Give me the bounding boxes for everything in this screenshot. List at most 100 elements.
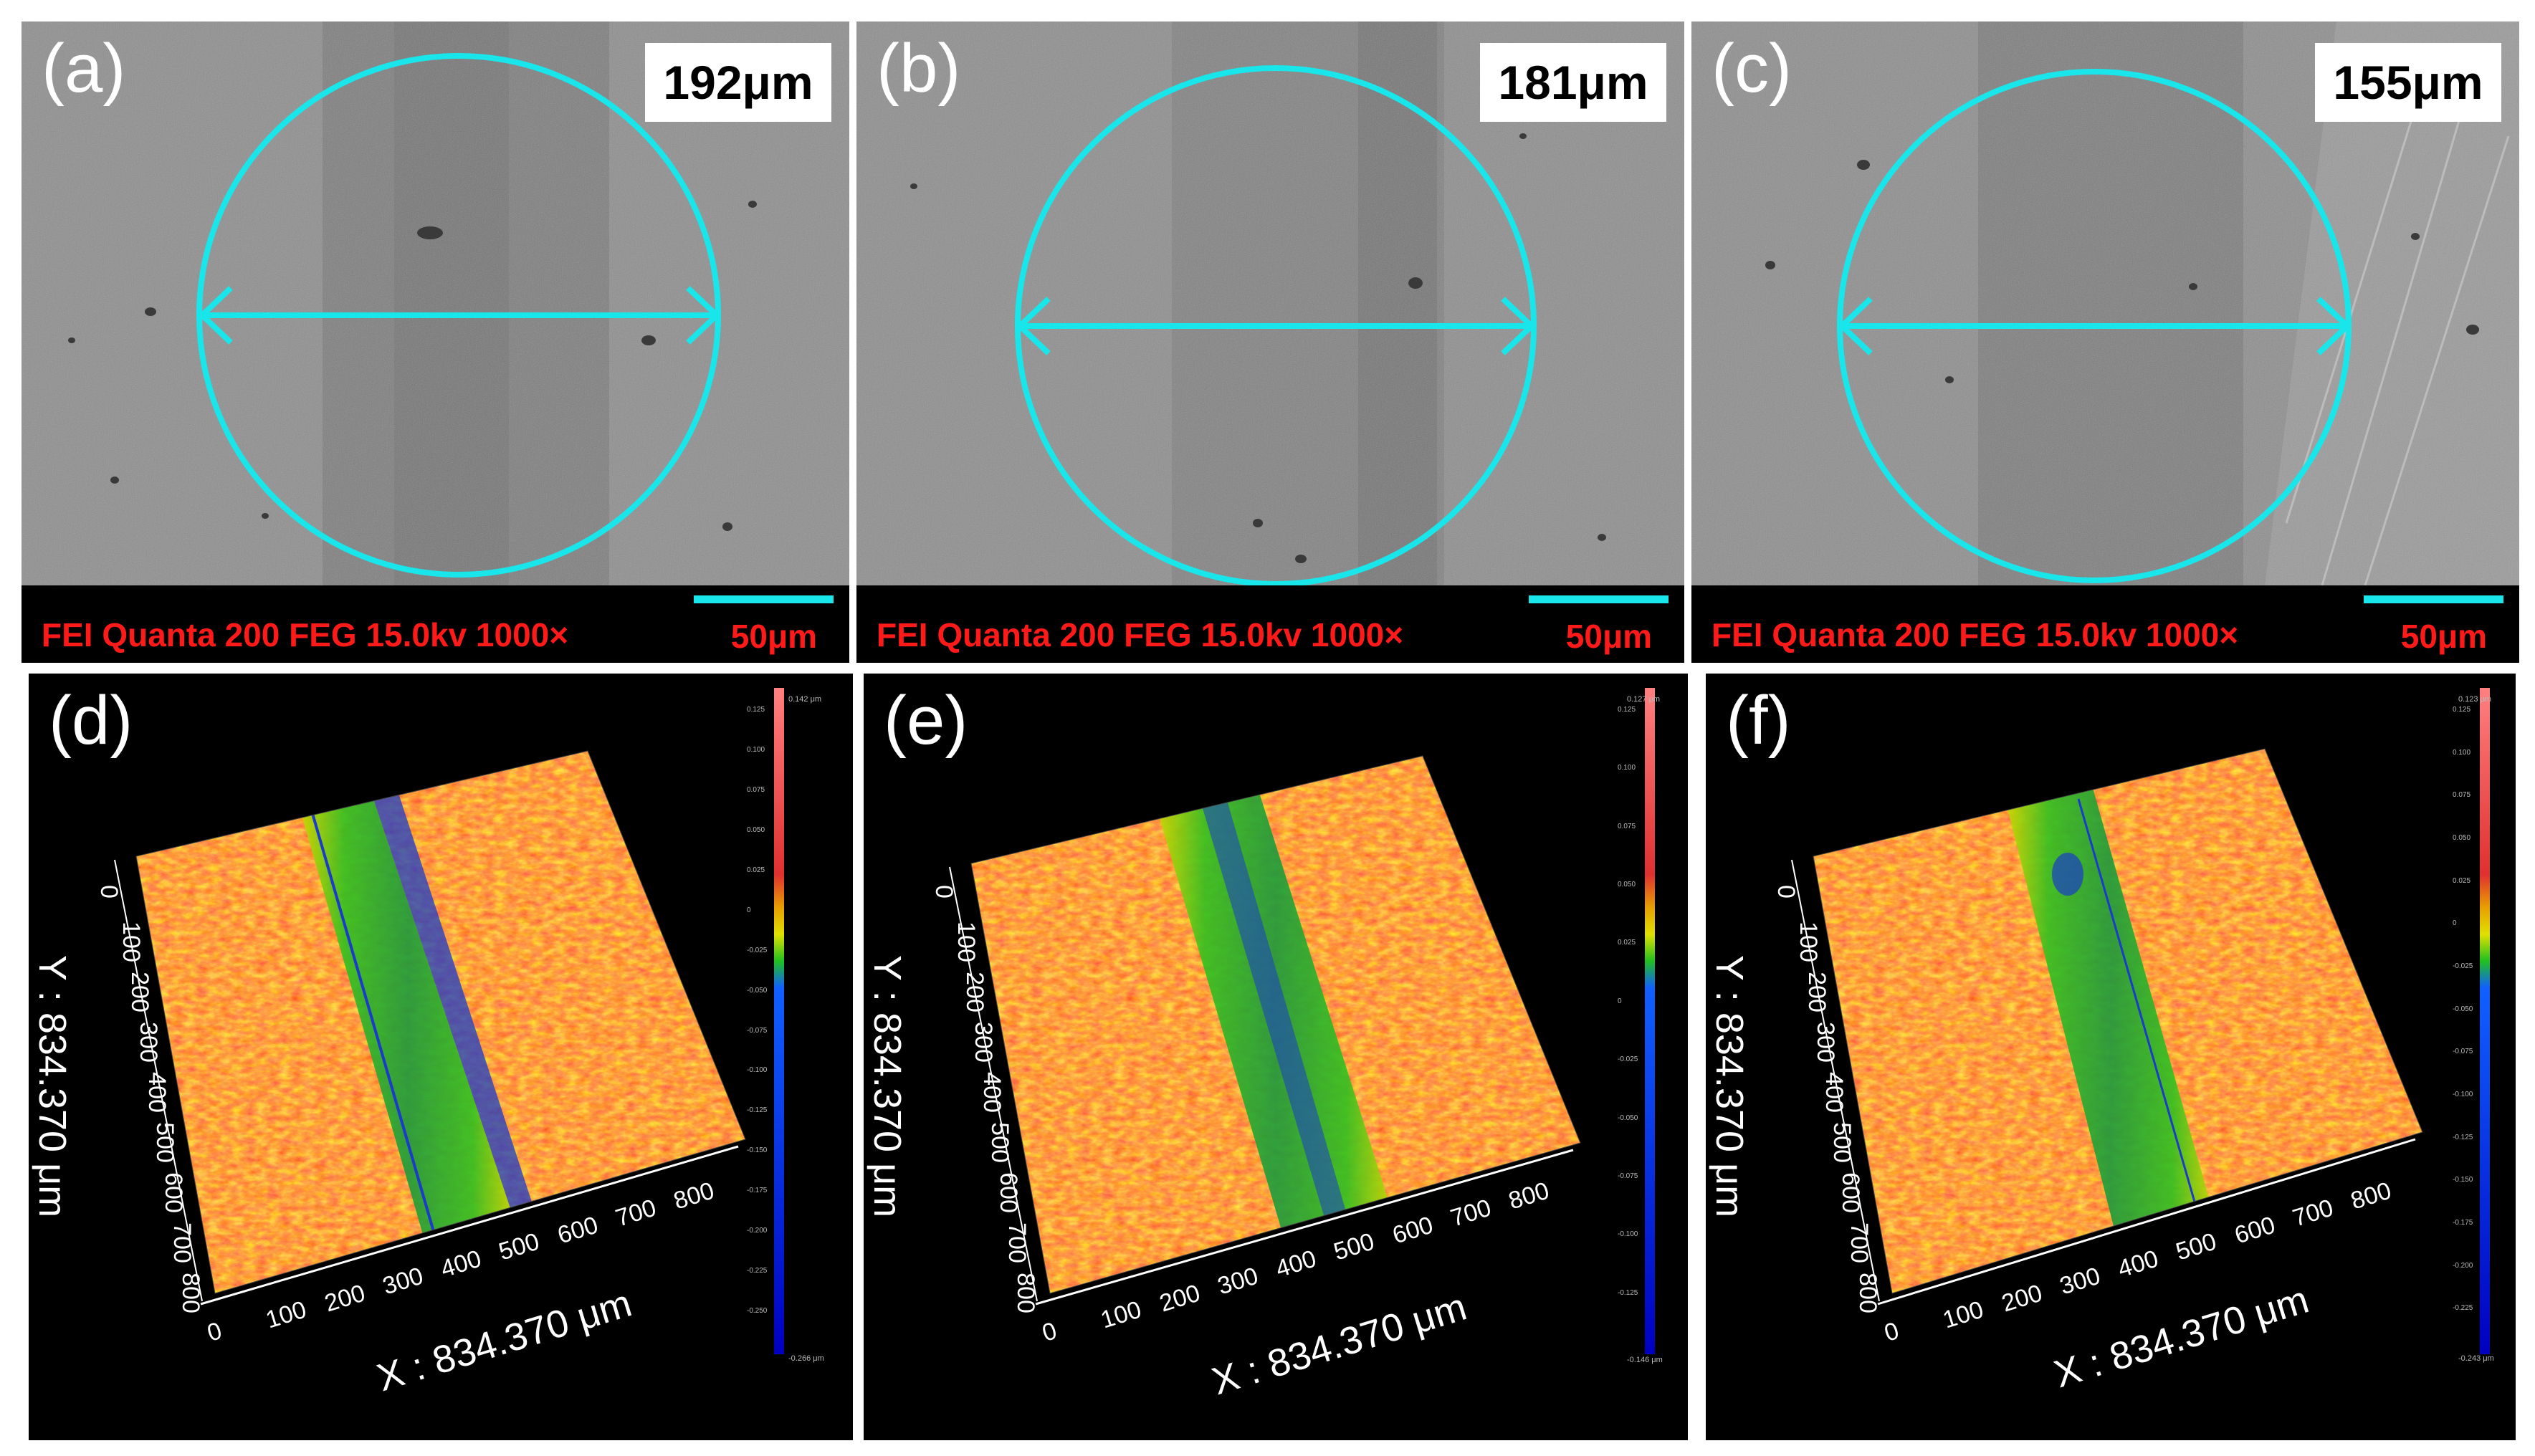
colorbar-tick-e: -0.125 (1618, 1288, 1638, 1297)
colorbar-tick-d: -0.200 (747, 1227, 768, 1235)
y-tick-e: 600 (995, 1172, 1023, 1213)
panel-label-c: (c) (1712, 30, 1792, 107)
profile-panel-e: (e) 0.127 μm -0.146 μm X : 834.370 μm Y … (864, 674, 1688, 1440)
colorbar-max-e: 0.127 μm (1627, 695, 1661, 704)
y-tick-d: 100 (117, 921, 145, 962)
y-tick-f: 300 (1811, 1022, 1839, 1063)
colorbar-tick-f: -0.100 (2453, 1091, 2473, 1098)
colorbar-max-f: 0.123 μm (2458, 695, 2492, 704)
y-tick-f: 400 (1820, 1072, 1848, 1113)
sem-info-bar-b: FEI Quanta 200 FEG 15.0kv 1000× 50μm (856, 585, 1684, 663)
diameter-arrow-c (1838, 297, 2352, 355)
colorbar-min-f: -0.243 μm (2458, 1354, 2494, 1363)
colorbar-tick-e: 0.025 (1618, 939, 1636, 947)
panel-label-b: (b) (877, 30, 961, 107)
y-tick-e: 400 (978, 1072, 1006, 1113)
y-tick-f: 500 (1828, 1122, 1856, 1163)
colorbar-tick-d: -0.075 (747, 1026, 768, 1035)
panel-label-e: (e) (884, 682, 968, 759)
colorbar-tick-f: -0.075 (2453, 1048, 2473, 1056)
y-tick-d: 500 (151, 1122, 179, 1163)
sem-image-a (22, 21, 849, 663)
panel-label-d: (d) (49, 682, 133, 759)
colorbar-tick-e: 0 (1618, 997, 1622, 1005)
colorbar-min-e: -0.146 μm (1627, 1356, 1663, 1364)
colorbar-tick-d: -0.175 (747, 1187, 768, 1195)
y-tick-e: 200 (960, 972, 988, 1012)
sem-panel-c: (c) 155μm FEI Quanta 200 FEG 15.0kv 1000… (1691, 21, 2519, 663)
y-tick-f: 100 (1794, 921, 1822, 962)
scale-bar-a (694, 595, 834, 603)
colorbar-tick-f: -0.200 (2453, 1261, 2473, 1270)
sem-info-bar-a: FEI Quanta 200 FEG 15.0kv 1000× 50μm (22, 585, 849, 663)
colorbar-tick-f: -0.050 (2453, 1005, 2473, 1013)
scar-width-box-b: 181μm (1480, 43, 1666, 122)
y-tick-d: 300 (134, 1022, 162, 1063)
colorbar-tick-d: 0.025 (747, 866, 765, 874)
sem-info-text-c: FEI Quanta 200 FEG 15.0kv 1000× (1712, 616, 2239, 653)
colorbar-tick-d: -0.225 (747, 1267, 768, 1275)
scar-width-box-a: 192μm (645, 43, 831, 122)
colorbar-tick-d: -0.125 (747, 1106, 768, 1115)
colorbar-tick-f: -0.150 (2453, 1176, 2473, 1184)
colorbar-tick-f: -0.225 (2453, 1304, 2473, 1313)
colorbar-tick-e: 0.050 (1618, 881, 1636, 889)
scar-width-c: 155μm (2333, 56, 2483, 109)
colorbar-tick-e: 0.075 (1618, 822, 1636, 830)
y-tick-d: 0 (95, 885, 123, 899)
scar-width-box-c: 155μm (2315, 43, 2501, 122)
colorbar-tick-d: -0.050 (747, 986, 768, 995)
profile-surface-d (114, 688, 784, 1354)
colorbar-tick-e: 0.100 (1618, 764, 1636, 772)
colorbar-tick-f: -0.175 (2453, 1219, 2473, 1227)
y-tick-d: 600 (160, 1172, 188, 1213)
y-tick-f: 0 (1772, 885, 1800, 899)
y-tick-d: 400 (143, 1072, 171, 1113)
profile-panel-f: (f) 0.123 μm -0.243 μm X : 834.370 μm Y … (1706, 674, 2516, 1440)
colorbar-tick-f: 0.100 (2453, 748, 2471, 757)
y-tick-f: 200 (1803, 972, 1830, 1012)
y-tick-e: 700 (1003, 1222, 1031, 1263)
colorbar-tick-d: 0.075 (747, 785, 765, 794)
y-axis-title-e: Y : 834.370 μm (866, 954, 910, 1218)
colorbar-tick-d: -0.250 (747, 1307, 768, 1316)
y-tick-e: 100 (952, 921, 980, 962)
diameter-arrow-b (1016, 297, 1536, 355)
colorbar-tick-e: -0.025 (1618, 1055, 1638, 1064)
y-tick-d: 700 (168, 1222, 196, 1263)
colorbar-tick-f: 0.075 (2453, 791, 2471, 800)
y-tick-e: 500 (986, 1122, 1014, 1163)
colorbar-max-d: 0.142 μm (788, 695, 822, 704)
colorbar-tick-d: 0.050 (747, 825, 765, 834)
y-tick-f: 600 (1837, 1172, 1865, 1213)
y-tick-d: 800 (176, 1273, 204, 1313)
profile-surface-f (1791, 688, 2490, 1354)
colorbar-tick-f: 0.025 (2453, 876, 2471, 885)
colorbar-tick-f: 0 (2453, 919, 2457, 928)
profile-panel-d: (d) 0.142 μm -0.266 μm X : 834.370 μm Y … (29, 674, 853, 1440)
sem-panel-a: (a) 192μm FEI Quanta 200 FEG 15.0kv 1000… (22, 21, 849, 663)
colorbar-tick-e: -0.100 (1618, 1230, 1638, 1239)
panel-label-a: (a) (42, 30, 126, 107)
y-tick-e: 0 (930, 885, 958, 899)
colorbar-f (2480, 688, 2490, 1354)
scale-bar-label-a: 50μm (730, 618, 817, 655)
scale-bar-c (2364, 595, 2503, 603)
sem-image-c (1691, 21, 2519, 663)
y-axis-title-f: Y : 834.370 μm (1708, 954, 1752, 1218)
scar-width-a: 192μm (663, 56, 813, 109)
scale-bar-b (1529, 595, 1668, 603)
colorbar-min-d: -0.266 μm (788, 1354, 824, 1363)
colorbar-tick-f: 0.050 (2453, 834, 2471, 842)
sem-info-text-a: FEI Quanta 200 FEG 15.0kv 1000× (42, 616, 569, 653)
colorbar-tick-d: -0.100 (747, 1066, 768, 1075)
sem-panel-b: (b) 181μm FEI Quanta 200 FEG 15.0kv 1000… (856, 21, 1684, 663)
scale-bar-label-b: 50μm (1565, 618, 1652, 655)
colorbar-tick-e: -0.050 (1618, 1113, 1638, 1122)
y-axis-title-d: Y : 834.370 μm (31, 954, 75, 1218)
scale-bar-label-c: 50μm (2400, 618, 2487, 655)
colorbar-tick-d: -0.150 (747, 1146, 768, 1155)
colorbar-tick-f: 0.125 (2453, 706, 2471, 714)
y-tick-e: 800 (1011, 1273, 1039, 1313)
colorbar-tick-e: 0.125 (1618, 706, 1636, 714)
